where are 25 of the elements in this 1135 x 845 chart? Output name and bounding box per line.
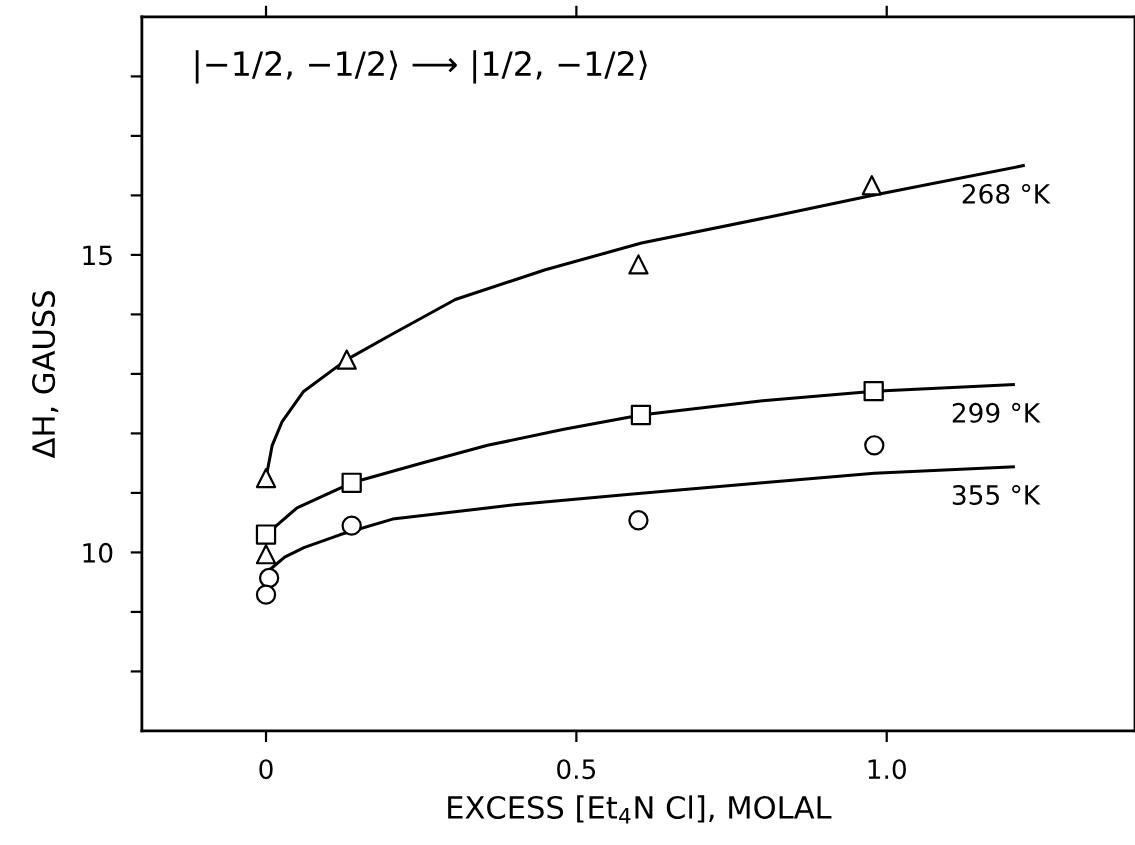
series-label: 268 °K bbox=[962, 183, 1051, 204]
x-axis-title: EXCESS [Et$_{4}$N Cl], MOLAL bbox=[448, 795, 832, 824]
point bbox=[336, 349, 357, 370]
y-tick-label: 15 bbox=[83, 245, 112, 266]
series-label: 299 °K bbox=[952, 402, 1041, 423]
point bbox=[258, 567, 280, 589]
series-label: 355 °K bbox=[952, 484, 1041, 505]
point bbox=[255, 467, 277, 489]
point bbox=[255, 524, 277, 545]
point bbox=[255, 544, 277, 565]
point bbox=[628, 254, 649, 275]
x-tick-label: 0.5 bbox=[557, 759, 596, 780]
point bbox=[341, 515, 362, 536]
point bbox=[255, 584, 277, 605]
annotation: |−1/2, −1/2⟩ ⟶ |1/2, −1/2⟩ bbox=[195, 50, 647, 84]
point bbox=[341, 472, 362, 493]
point bbox=[864, 435, 885, 456]
y-axis-title: ΔH, GAUSS bbox=[32, 291, 59, 459]
point bbox=[861, 175, 882, 196]
point bbox=[863, 381, 884, 402]
x-tick-label: 1.0 bbox=[868, 759, 906, 780]
x-tick-label: 0 bbox=[259, 759, 273, 780]
point bbox=[628, 510, 649, 531]
point bbox=[630, 404, 652, 426]
y-tick-label: 10 bbox=[83, 542, 113, 563]
